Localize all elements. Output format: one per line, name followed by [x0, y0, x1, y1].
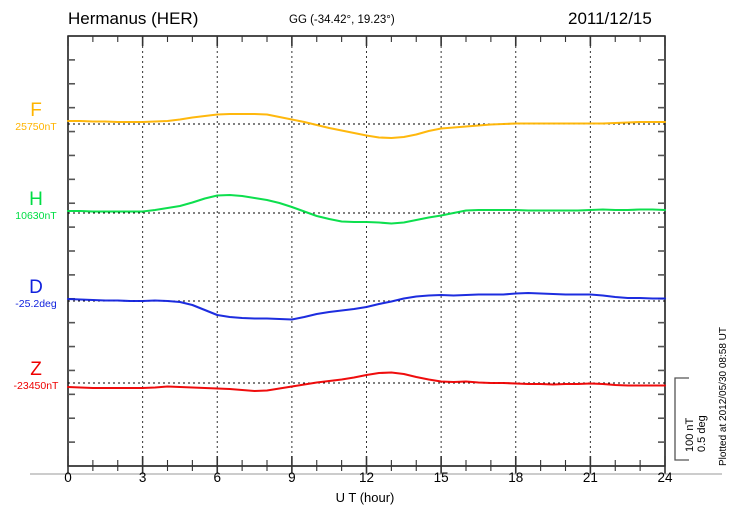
axis-ticks [30, 36, 722, 475]
scale-bar [674, 377, 689, 461]
scale-bar-nt-label: 100 nT [684, 417, 696, 452]
scale-bar-deg-label: 0.5 deg [696, 415, 708, 452]
x-axis-title: U T (hour) [335, 490, 395, 505]
trace-baseline-value-f: 25750nT [15, 121, 57, 133]
trace-label-d: D -25.2deg [6, 278, 66, 311]
trace-curves [66, 112, 667, 393]
trace-label-f: F 25750nT [6, 101, 66, 134]
trace-baseline-value-h: 10630nT [15, 210, 57, 222]
x-tick-label-9: 9 [288, 470, 296, 485]
plotted-at-timestamp: Plotted at 2012/05/30 08:58 UT [718, 327, 729, 466]
trace-baseline-value-d: -25.2deg [15, 298, 57, 310]
x-tick-label-15: 15 [433, 470, 449, 485]
station-title: Hermanus (HER) [68, 9, 199, 28]
trace-symbol-d: D [29, 277, 43, 298]
x-tick-label-3: 3 [138, 470, 147, 485]
x-tick-label-18: 18 [508, 470, 524, 485]
trace-symbol-h: H [29, 189, 43, 210]
x-tick-label-24: 24 [657, 470, 673, 485]
date-label: 2011/12/15 [568, 9, 652, 28]
trace-label-z: Z -23450nT [6, 360, 66, 393]
geographic-coordinates: GG (-34.42°, 19.23°) [289, 14, 395, 26]
x-tick-label-12: 12 [358, 470, 375, 485]
trace-symbol-f: F [30, 100, 42, 121]
x-tick-label-21: 21 [582, 470, 598, 485]
x-tick-label-6: 6 [213, 470, 221, 485]
trace-label-h: H 10630nT [6, 190, 66, 223]
trace-symbol-z: Z [30, 359, 42, 380]
grid-lines [142, 36, 591, 466]
x-tick-label-0: 0 [64, 470, 72, 485]
trace-baseline-value-z: -23450nT [13, 380, 59, 392]
